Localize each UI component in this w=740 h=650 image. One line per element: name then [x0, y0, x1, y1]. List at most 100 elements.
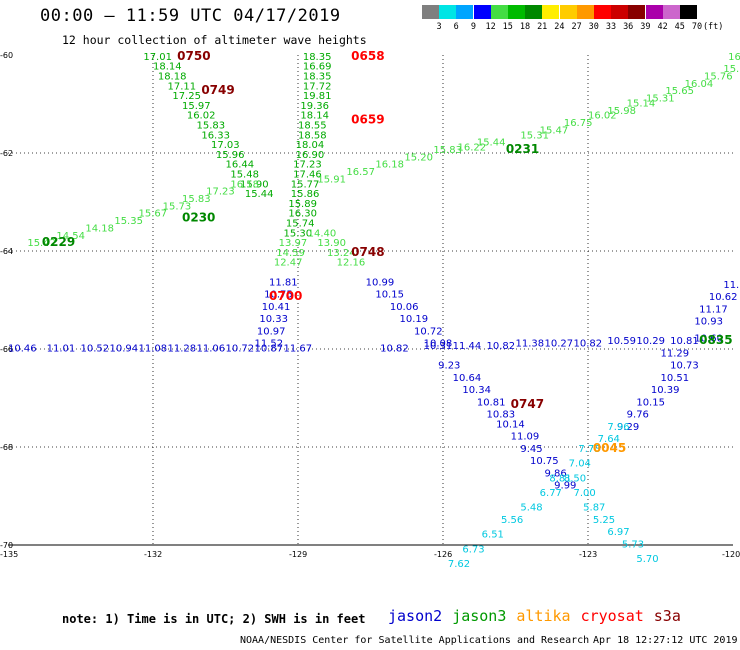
wave-height-label: 10.51 [661, 373, 690, 384]
time-label: 0658 [351, 49, 384, 63]
wave-height-label: 6.77 [540, 488, 562, 499]
satellite-altika: altika [516, 607, 571, 625]
wave-height-label: 15.73 [163, 201, 192, 212]
wave-height-label: 13.90 [317, 238, 346, 249]
time-label: 0229 [42, 235, 75, 249]
wave-height-label: 11.09 [511, 432, 540, 443]
wave-height-label: 10.46 [8, 343, 37, 354]
wave-height-label: 9.76 [627, 410, 649, 421]
wave-height-label: 10.81 [477, 397, 506, 408]
wave-height-label: 11.67 [284, 343, 313, 354]
wave-height-label: 18.14 [153, 62, 182, 73]
wave-height-label: 14.54 [56, 231, 85, 242]
wave-height-label: 16.18 [230, 179, 259, 190]
legend-label: 42 [657, 22, 668, 32]
legend-swatch [439, 5, 457, 19]
color-legend: 3 6 9 12 15 18 21 24 27 30 33 36 39 42 45 70 (ft) [422, 5, 732, 35]
wave-height-label: 16.33 [201, 130, 230, 141]
wave-height-label: 16.30 [288, 209, 317, 220]
wave-height-label: 7.00 [574, 488, 596, 499]
wave-height-label: 15.86 [291, 189, 320, 200]
lon-label: -135 [0, 550, 18, 559]
lat-label: -62 [0, 149, 13, 158]
wave-height-label: 10.34 [462, 385, 491, 396]
lon-label: -129 [289, 550, 307, 559]
legend-label: 12 [485, 22, 496, 32]
wave-height-label: 15.42 [27, 238, 56, 249]
axis-labels: -60 -62 -64 -66 -68 -70-135 -132 -129 -126 -123 -1… [0, 51, 740, 559]
wave-height-label: 15.83 [197, 121, 226, 132]
map-grid [8, 55, 733, 546]
wave-height-label: 6.73 [462, 544, 484, 555]
satellite-s3a: s3a [653, 607, 681, 625]
wave-height-label: 15.97 [182, 101, 211, 112]
wave-height-label: 10.27 [545, 339, 574, 350]
wave-height-label: 17.46 [293, 170, 322, 181]
wave-height-label: 10.62 [709, 292, 738, 303]
wave-height-label: 19.81 [303, 91, 332, 102]
legend-swatch [645, 5, 663, 19]
wave-height-label: 18.14 [300, 111, 329, 122]
wave-height-label: 10.06 [390, 302, 419, 313]
wave-height-label: 17.01 [143, 52, 172, 63]
wave-height-label: 16.90 [296, 150, 325, 161]
satellite-jason2: jason2 [388, 607, 443, 625]
wave-height-label: 15.90 [240, 179, 269, 190]
wave-height-label: 10.82 [487, 341, 516, 352]
legend-swatch [473, 5, 491, 19]
wave-height-label: 15.83 [433, 145, 462, 156]
wave-height-label: 10.31 [424, 341, 453, 352]
wave-height-label: 10.97 [257, 326, 286, 337]
lat-label: -68 [0, 443, 13, 452]
legend-swatch [542, 5, 560, 19]
time-labels: 0750 0749 0658 0659 0231 0230 0229 0748 0700 0747… [42, 49, 733, 455]
wave-height-label: 10.72 [226, 343, 255, 354]
wave-height-label: 12.16 [337, 258, 366, 269]
wave-height-label: 10.82 [574, 339, 603, 350]
wave-height-label: 10.99 [366, 277, 395, 288]
wave-height-label: 13.24 [327, 248, 356, 259]
wave-height-label: 15.30 [284, 228, 313, 239]
wave-height-label: 11.28 [168, 343, 197, 354]
wave-height-label: 5.56 [501, 515, 523, 526]
legend-unit: (ft) [702, 22, 724, 32]
wave-height-label: 11.38 [516, 339, 545, 350]
legend-label: 27 [571, 22, 582, 32]
wave-height-label: 10.14 [496, 419, 525, 430]
wave-height-label: 10.08 [424, 339, 453, 350]
lon-label: -120 [722, 550, 740, 559]
wave-height-label: 17.72 [303, 81, 332, 92]
lat-label: -66 [0, 345, 13, 354]
wave-height-label: 10.64 [453, 373, 482, 384]
wave-height-label: 11.81 [269, 277, 298, 288]
wave-height-label: 19.36 [300, 101, 329, 112]
wave-height-label: 10.15 [375, 290, 404, 301]
wave-height-label: 10.15 [636, 397, 665, 408]
lon-label: -123 [579, 550, 597, 559]
wave-height-label: 16.22 [458, 143, 487, 154]
legend-swatch [576, 5, 594, 19]
wave-height-label: 7.96 [607, 422, 629, 433]
wave-height-label: 14.59 [276, 248, 305, 259]
wave-height-label: 16.3 [728, 52, 740, 63]
wave-height-label: 15.91 [317, 174, 346, 185]
wave-height-label: 10.81 [670, 336, 699, 347]
wave-height-label: 15.33 [723, 64, 740, 75]
wave-height-label: 11.5 [723, 280, 740, 291]
wave-height-label: 10.29 [636, 336, 665, 347]
time-label: 0700 [269, 289, 302, 303]
legend-label: 21 [537, 22, 548, 32]
wave-height-label: 16.44 [226, 160, 255, 171]
wave-height-label: 11.44 [453, 341, 482, 352]
wave-height-label: 5.25 [593, 515, 615, 526]
wave-height-label: 17.03 [211, 140, 240, 151]
legend-swatch [456, 5, 474, 19]
lat-label: -70 [0, 541, 13, 550]
wave-height-label: 13.97 [279, 238, 308, 249]
legend-label: 36 [623, 22, 634, 32]
legend-label: 6 [453, 22, 459, 32]
wave-height-label: 14.18 [85, 223, 114, 234]
wave-height-label: 7.73 [578, 444, 600, 455]
legend-swatch [525, 5, 543, 19]
generated-timestamp: Apr 18 12:27:12 UTC 2019 [593, 635, 738, 646]
